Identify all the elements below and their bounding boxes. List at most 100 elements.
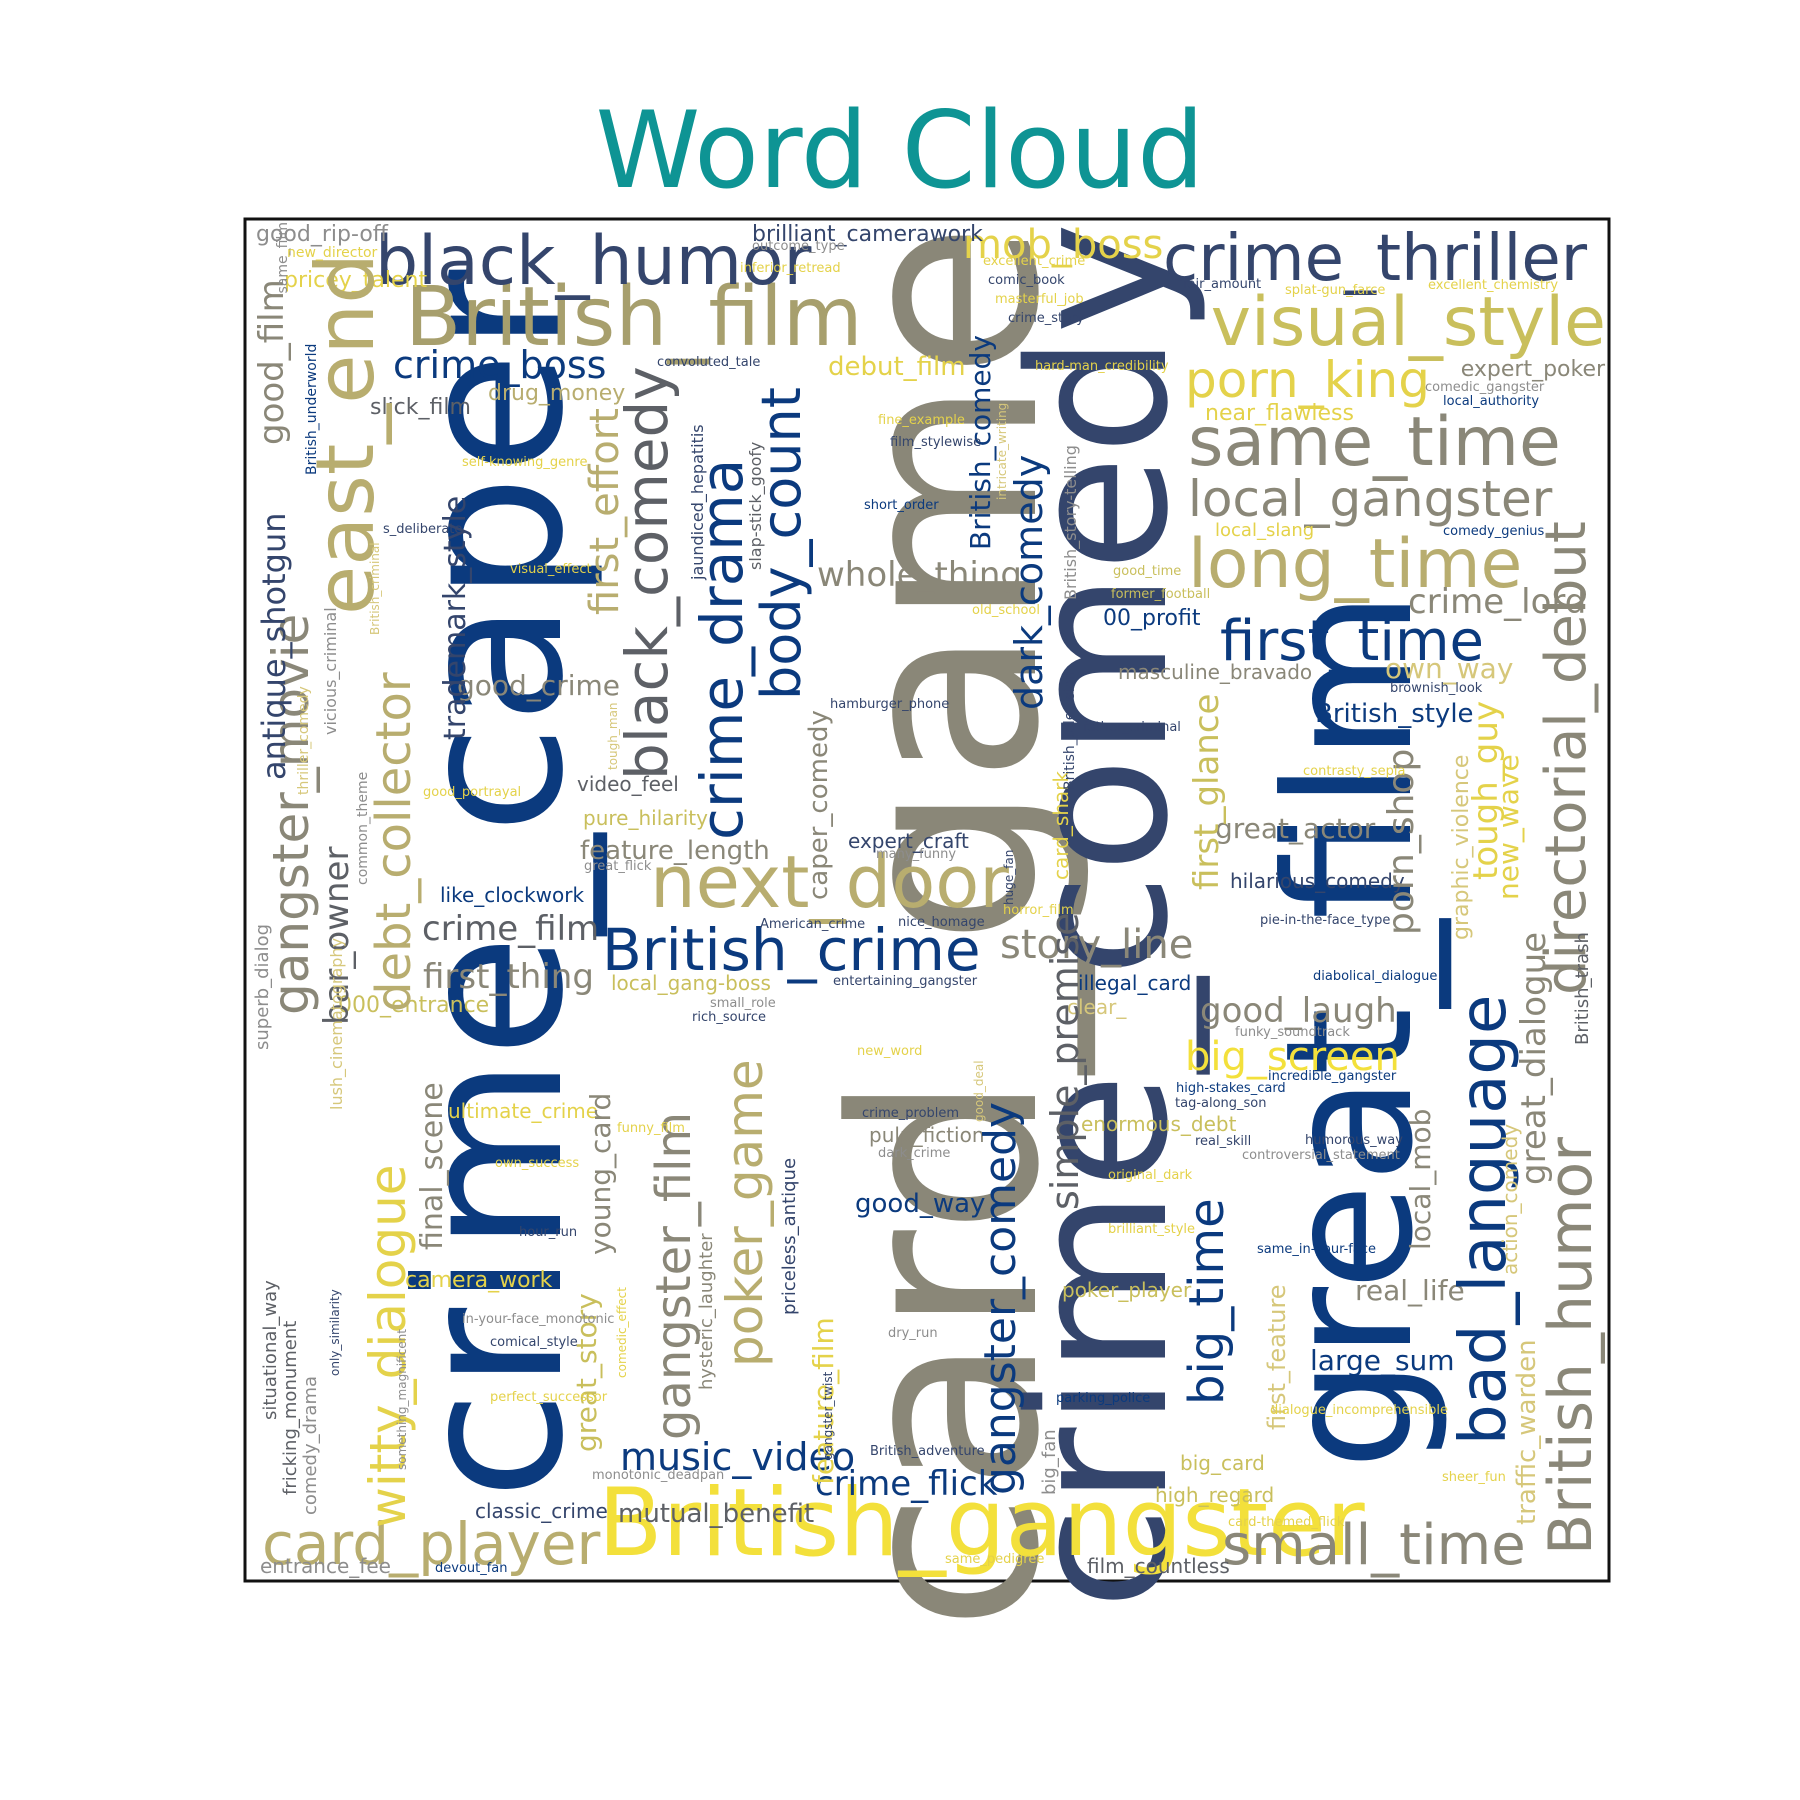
word-directorial-debut: directorial_debut bbox=[1534, 521, 1599, 995]
word-final-scene: final_scene bbox=[415, 1082, 450, 1250]
word-pricey-talent: pricey_talent bbox=[284, 268, 427, 293]
word-pure-hilarity: pure_hilarity bbox=[583, 806, 708, 830]
word-own-success: own_success bbox=[495, 1156, 579, 1171]
word-fine-example: fine_example bbox=[878, 413, 965, 428]
word-good-deal: good_deal bbox=[972, 1060, 986, 1122]
word-gangster-comedy: gangster_comedy bbox=[975, 1102, 1026, 1495]
word-hysteric-laughter: hysteric_laughter bbox=[696, 1233, 717, 1390]
word-classic-crime: classic_crime bbox=[475, 1499, 608, 1523]
word-situational-way: situational_way bbox=[260, 1280, 281, 1420]
word-comedic-gangster: comedic_gangster bbox=[1425, 380, 1545, 395]
word-only-similarity: only_similarity bbox=[328, 1289, 342, 1376]
word-gangster-film: gangster_film bbox=[646, 1112, 702, 1440]
word-british-comedy: British_comedy bbox=[964, 335, 997, 550]
word-crime-boss: crime_boss bbox=[393, 343, 606, 387]
word-dialogue-incomprehensible: dialogue_incomprehensible bbox=[1270, 1403, 1448, 1418]
word-film-countless: film_countless bbox=[1087, 1554, 1230, 1578]
word-local-mob: local_mob bbox=[1404, 1109, 1437, 1250]
word-horror-film: horror_film bbox=[1003, 903, 1074, 918]
word-crime-comedy: crime_comedy bbox=[989, 222, 1210, 1610]
word-hour-run: hour_run bbox=[519, 1225, 577, 1240]
word-vicious-criminal: vicious_criminal bbox=[321, 607, 341, 735]
word-american-crime: American_crime bbox=[760, 917, 865, 932]
word-black-humor: black_humor bbox=[375, 222, 812, 301]
word-big-screen: big_screen bbox=[1185, 1034, 1400, 1080]
word-mob-boss: mob_boss bbox=[963, 222, 1163, 268]
word-fricking-monument: fricking_monument bbox=[280, 1321, 301, 1495]
word-brilliant-camerawork: brilliant_camerawork bbox=[752, 222, 983, 247]
word-first-time: first_time bbox=[1220, 609, 1484, 674]
word-hard-man-credibility: hard-man_credibility bbox=[1035, 359, 1169, 374]
word-crime-story: crime_story bbox=[1008, 311, 1084, 326]
word-common-theme: common_theme bbox=[355, 772, 371, 885]
word-great-actor: great_actor bbox=[1215, 812, 1376, 845]
word-masterful-job: masterful_job bbox=[995, 292, 1084, 307]
word-new-wave: new_wave bbox=[1492, 754, 1525, 900]
word-like-clockwork: like_clockwork bbox=[440, 883, 584, 907]
word-pie-in-the-face-type: pie-in-the-face_type bbox=[1260, 913, 1390, 928]
word-excellent-chemistry: excellent_chemistry bbox=[1428, 278, 1558, 293]
word-music-video: music_video bbox=[620, 1435, 855, 1479]
word-british-trash: British_trash bbox=[1572, 932, 1593, 1045]
word-diabolical-dialogue: diabolical_dialogue bbox=[1313, 969, 1437, 984]
word-father-criminal: father_criminal bbox=[1083, 720, 1181, 735]
word-video-feel: video_feel bbox=[577, 772, 679, 796]
word-illegal-card: illegal_card bbox=[1078, 971, 1191, 995]
word-incredible-gangster: incredible_gangster bbox=[1268, 1069, 1397, 1084]
word-controversial-statement: controversial_statement bbox=[1242, 1148, 1400, 1163]
word-hamburger-phone: hamburger_phone bbox=[830, 697, 949, 712]
word-crime-lord: crime_lord bbox=[1408, 582, 1586, 622]
word-dark-comedy: dark_comedy bbox=[1007, 455, 1051, 710]
word-visual-effect: visual_effect bbox=[510, 562, 592, 577]
word-first-glance: first_glance bbox=[1187, 694, 1227, 890]
word-local-gangster: local_gangster bbox=[1188, 470, 1553, 528]
word-first-effort: first_effort bbox=[582, 408, 628, 615]
word-same-film: same_film bbox=[275, 222, 291, 293]
word-new-director: new_director bbox=[287, 245, 378, 261]
word-tough-man: tough_man bbox=[606, 702, 620, 770]
word-story-line: story_line bbox=[1000, 922, 1193, 968]
word-funny-film: funny_film bbox=[617, 1121, 685, 1136]
word-parking-police: parking_police bbox=[1056, 1391, 1150, 1406]
word-poker-game: poker_game bbox=[716, 1059, 774, 1367]
word-nice-homage: nice_homage bbox=[898, 915, 985, 930]
word-fair-amount: fair_amount bbox=[1183, 277, 1261, 292]
word-caper-comedy: caper_comedy bbox=[804, 710, 834, 900]
word-crime-thriller: crime_thriller bbox=[1163, 222, 1588, 296]
word-great-flick: great_flick bbox=[584, 859, 652, 874]
word-crime-caper: crime_caper bbox=[375, 269, 608, 1500]
word-great-dialogue: great_dialogue bbox=[1514, 932, 1554, 1185]
word-local-gang-boss: local_gang-boss bbox=[611, 971, 771, 995]
word-british-television: British_television bbox=[1062, 671, 1078, 790]
word-slap-stick-goofy: slap-stick_goofy bbox=[746, 442, 766, 570]
word-mutual-benefit: mutual_benefit bbox=[618, 1499, 814, 1529]
word-tough-guy: tough_guy bbox=[1466, 701, 1506, 880]
word-small-time: small_time bbox=[1222, 1513, 1526, 1578]
word-simple-premise: simple_premise bbox=[1043, 913, 1087, 1210]
word-crime-film: crime_film bbox=[422, 909, 599, 949]
chart-title: Word Cloud bbox=[595, 89, 1205, 212]
word-dry-run: dry_run bbox=[888, 1326, 938, 1341]
word-high-stakes-card: high-stakes_card bbox=[1176, 1081, 1286, 1096]
word-good-laugh: good_laugh bbox=[1200, 991, 1397, 1031]
word-short-order: short_order bbox=[864, 498, 939, 513]
word-near-flawless: near_flawless bbox=[1205, 401, 1354, 426]
word-lush-cinematography: lush_cinematography bbox=[327, 938, 347, 1110]
word-british-style: British_style bbox=[1315, 699, 1474, 729]
word-masculine-bravado: masculine_bravado bbox=[1118, 660, 1312, 684]
word-comedic-effect: comedic_effect bbox=[615, 1287, 629, 1378]
word-dark-crime: dark_crime bbox=[878, 1146, 950, 1161]
word-east-end: east_end bbox=[299, 253, 392, 615]
word-same-time: same_time bbox=[1188, 403, 1561, 482]
word-gangster-movie: gangster_movie bbox=[262, 614, 320, 1015]
word-expert-craft: expert_craft bbox=[848, 829, 969, 853]
word-devout-fan: devout_fan bbox=[435, 1561, 508, 1576]
word-comedy-genius: comedy_genius bbox=[1443, 524, 1545, 539]
word-drug-money: drug_money bbox=[488, 381, 625, 406]
word-entertaining-gangster: entertaining_gangster bbox=[833, 974, 978, 989]
word-good-time: good_time bbox=[1113, 564, 1181, 579]
word-hilarious-comedy: hilarious_comedy bbox=[1230, 869, 1405, 893]
word-good-crime: good_crime bbox=[457, 669, 620, 702]
word-graphic-violence: graphic_violence bbox=[1449, 755, 1474, 940]
word-000-entrance: 000_entrance bbox=[338, 993, 489, 1018]
